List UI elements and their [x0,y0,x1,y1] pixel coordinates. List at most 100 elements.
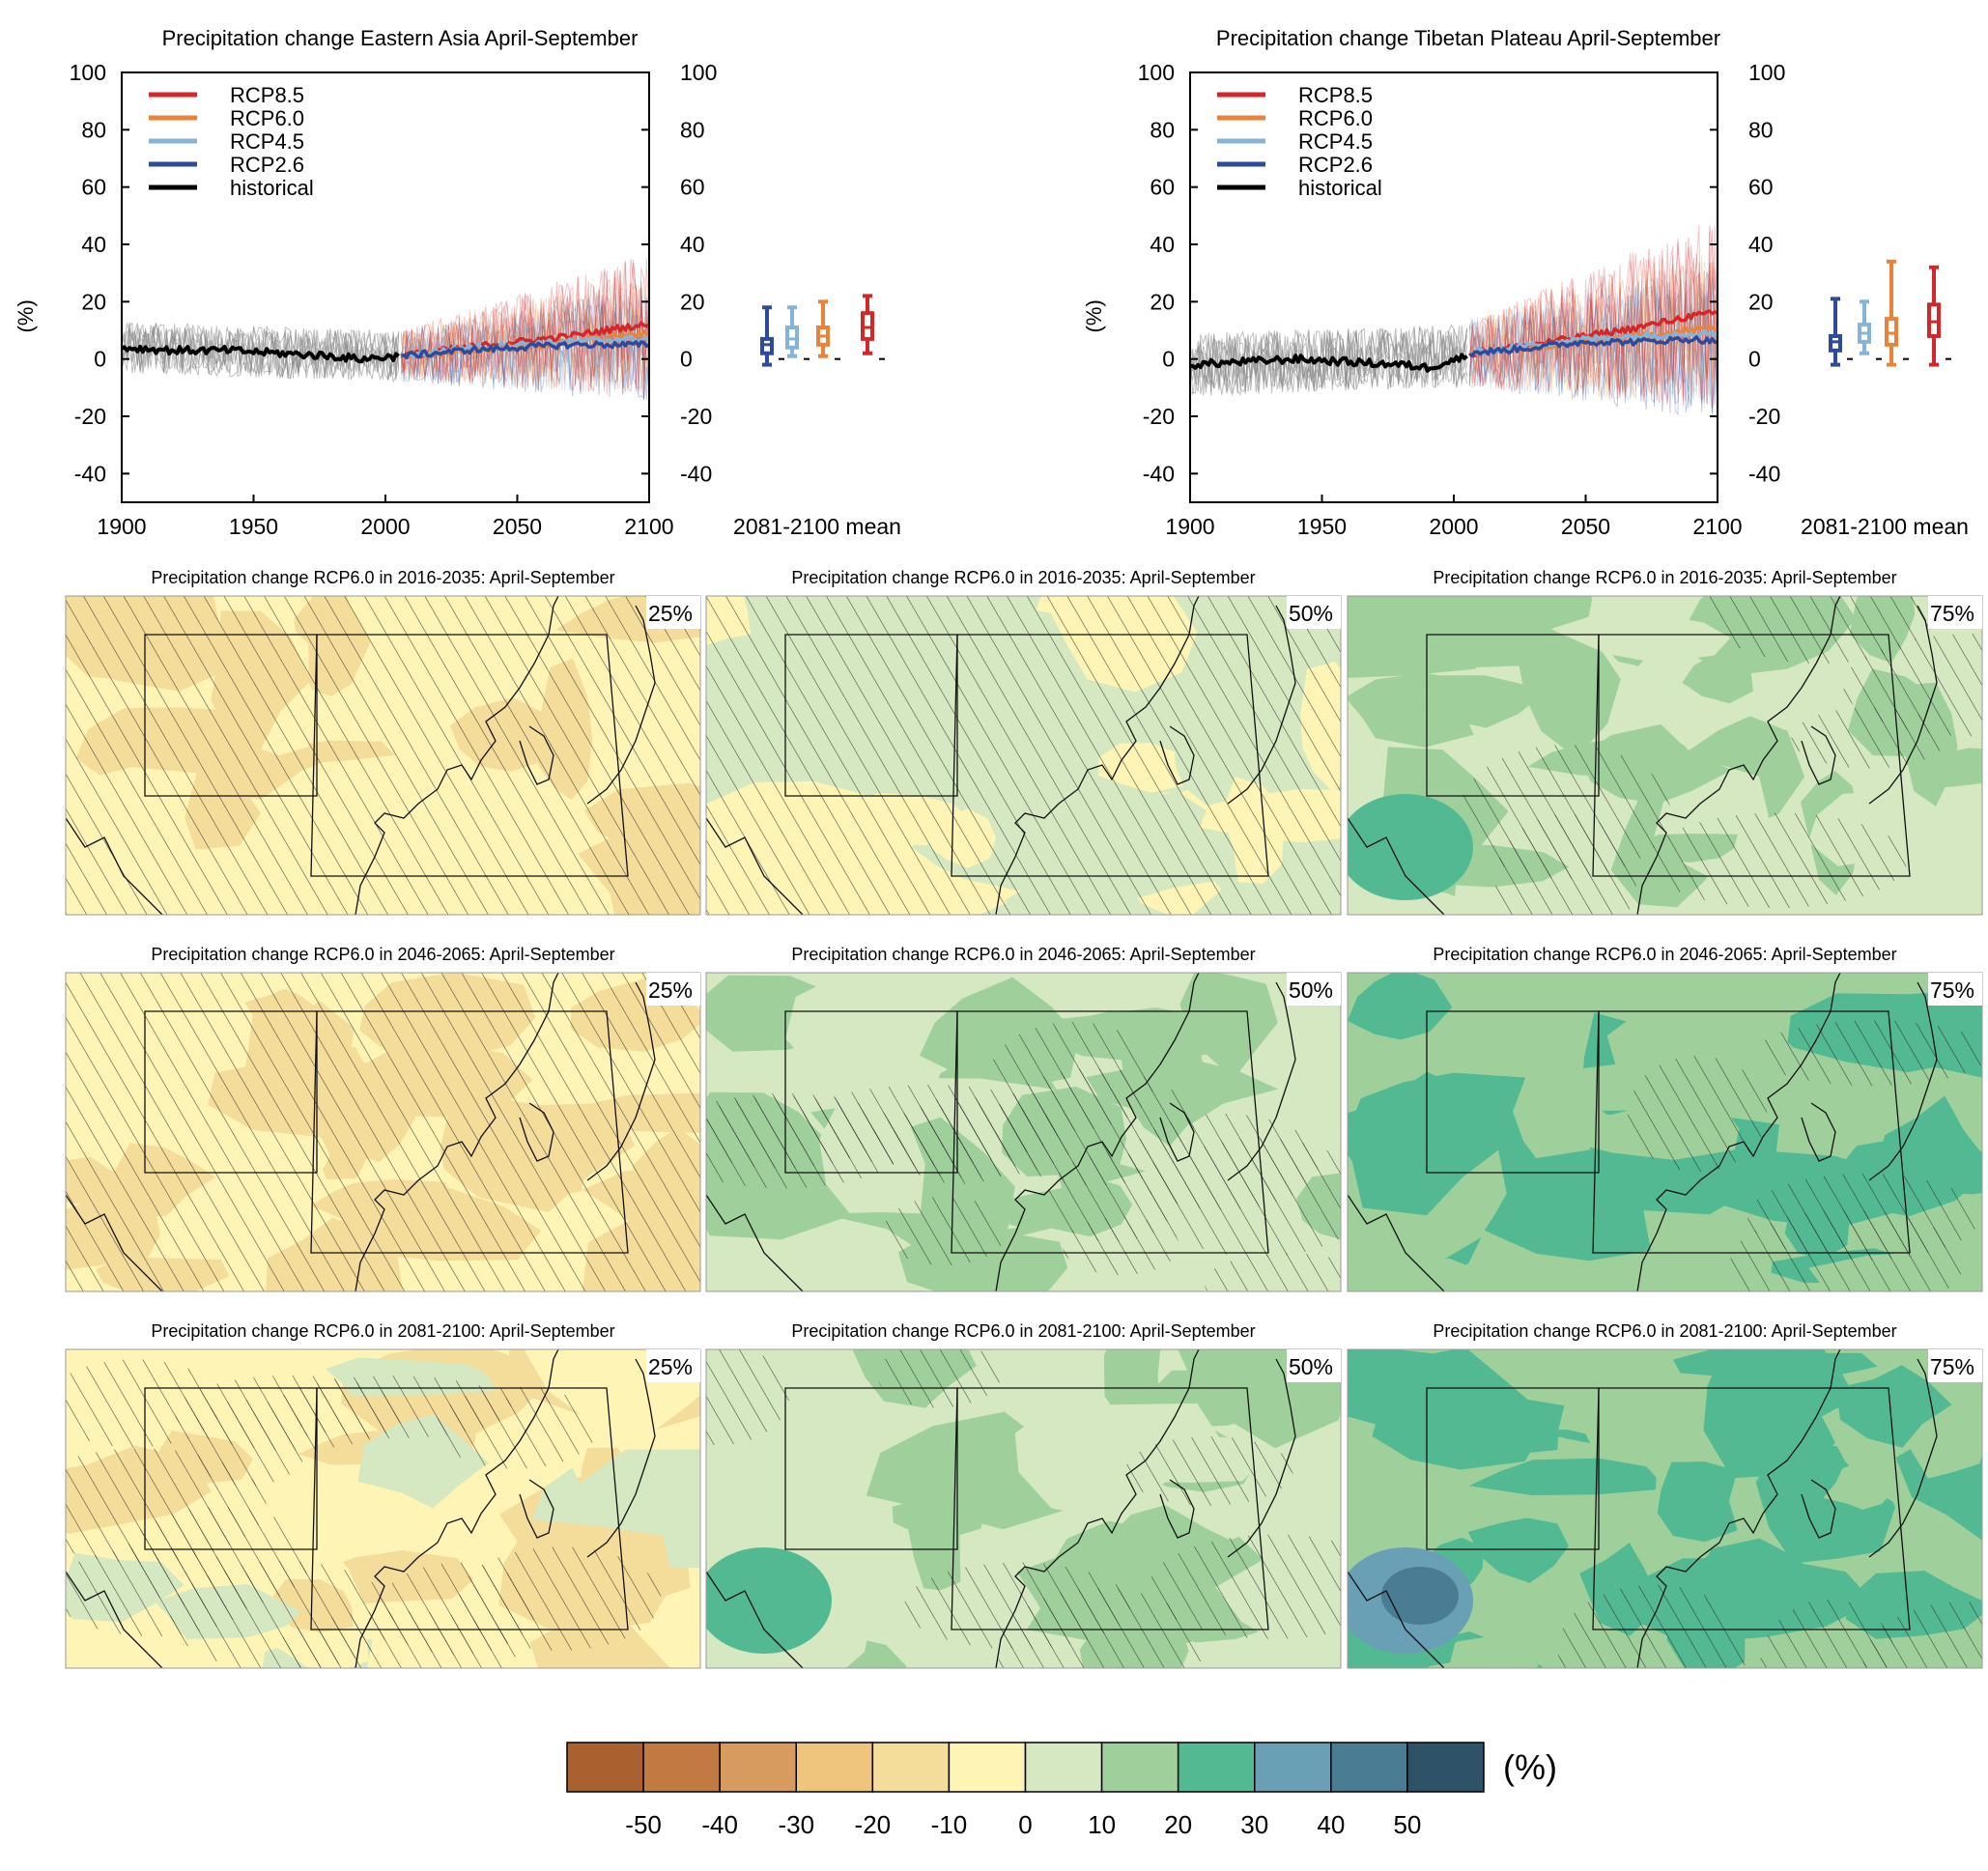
coastlines [706,596,1296,915]
hatch-area [175,1375,406,1451]
y-tick-label-right: 20 [1748,289,1774,314]
series-lines [1190,309,1718,373]
coastline [1348,1571,1445,1668]
map-panel-title: Precipitation change RCP6.0 in 2046-2065… [791,945,1255,964]
map-frame [1347,595,1983,916]
y-tick-label: 0 [94,347,106,372]
y-tick-label: 80 [1150,117,1175,142]
y-tick-label-right: 80 [680,117,705,142]
coastline [1227,981,1296,1181]
coastline [1868,605,1938,805]
scenario-member-line [1469,261,1718,400]
hatch-area [1628,1056,1767,1173]
map-panel: Precipitation change RCP6.0 in 2016-2035… [705,568,1342,916]
contour-region [1179,973,1278,1080]
coastline [706,1571,804,1668]
map-panel: Precipitation change RCP6.0 in 2016-2035… [1347,568,1983,916]
hatch-area [66,973,700,1291]
contour-region [1823,1460,1895,1510]
map-field [706,596,1341,915]
map-frame [1347,972,1983,1292]
map-frame [1347,1348,1983,1669]
contour-region [1415,675,1537,728]
colorbar-tick-label: -40 [701,1810,738,1839]
y-tick-label-right: 60 [680,175,705,200]
legend-label: RCP6.0 [1298,106,1373,130]
tibetan-plateau-region-box [1426,634,1600,797]
contour-region [1682,651,1754,704]
coastlines [66,973,656,1291]
y-tick-label-right: 80 [1748,117,1774,142]
percentile-label-box [1287,1349,1341,1382]
coastline [586,981,656,1181]
chart-title: Precipitation change Eastern Asia April-… [162,26,639,50]
scenario-member-line [1468,225,1718,405]
scenario-member-line [400,287,649,391]
colorbar-swatch [1024,1742,1103,1793]
hatch-area [435,1386,599,1469]
y-tick-label-right: 40 [1748,232,1774,257]
y-tick-label-right: 0 [680,347,693,372]
colorbar-tick-label: 20 [1164,1810,1192,1839]
eastern-asia-region-box [310,1387,629,1630]
coastline [1636,1349,1841,1668]
box-axis-label: 2081-2100 mean [1801,514,1969,539]
coastline [1348,1194,1445,1291]
coastline [355,973,559,1291]
map-panel: Precipitation change RCP6.0 in 2081-2100… [1347,1321,1983,1669]
colorbar-swatch [1330,1742,1408,1793]
tibetan-plateau-region-box [1426,1010,1600,1174]
hatch-area [877,1349,1002,1408]
map-frame [705,972,1342,1292]
significance-hatching [66,596,700,915]
eastern-asia-region-box [1592,1010,1911,1254]
hatch-area [997,1587,1203,1668]
y-tick-label: 60 [1150,175,1175,200]
map-field [706,973,1341,1291]
contour-region [1349,1072,1526,1153]
percentile-label-box [1928,596,1982,629]
colorbar-swatch [1177,1742,1256,1793]
colorbar-tick-label: -20 [855,1810,892,1839]
coastline [995,1349,1200,1668]
legend-label: RCP4.5 [230,129,304,154]
series-line-historical [1190,353,1468,373]
legend-label: historical [230,176,314,200]
colorbar-swatch [566,1742,644,1793]
hatch-area [794,1085,1063,1166]
series-line-historical [122,344,400,364]
coastline [995,973,1200,1291]
percentile-label-box [1928,973,1982,1006]
box-plots [760,294,885,367]
hatch-area [66,596,700,915]
hatch-area [1149,1534,1341,1639]
y-tick-label: 100 [70,60,106,85]
significance-hatching [66,973,700,1291]
y-tick-label-right: 20 [680,289,705,314]
significance-hatching [1628,1020,1982,1291]
coastline [1801,1479,1836,1539]
map-field [706,1349,1341,1668]
contour-region [892,1493,984,1538]
legend-label: RCP4.5 [1298,129,1373,154]
colorbar-swatch [1254,1742,1332,1793]
x-tick-label: 2050 [1561,514,1610,539]
map-frame [705,1348,1342,1669]
y-tick-label: 20 [1150,289,1175,314]
hatch-area [1755,1020,1982,1087]
colorbar-tick-label: 10 [1088,1810,1116,1839]
colorbar-swatch [642,1742,721,1793]
colorbar-tick-label: -50 [625,1810,662,1839]
coastline [1227,1358,1296,1558]
y-tick-label: -40 [74,461,106,486]
eastern-asia-timeseries-chart: Precipitation change Eastern Asia April-… [14,26,901,539]
contour-region [1348,1258,1516,1291]
contour-region [1381,1567,1459,1625]
map-panel: Precipitation change RCP6.0 in 2081-2100… [65,1321,701,1669]
coastline [1636,596,1841,915]
x-tick-label: 2000 [1429,514,1478,539]
hatch-area [1747,1173,1980,1261]
y-tick-label: 20 [81,289,106,314]
hatch-area [1460,744,1671,879]
scenario-member-line [1468,261,1718,402]
